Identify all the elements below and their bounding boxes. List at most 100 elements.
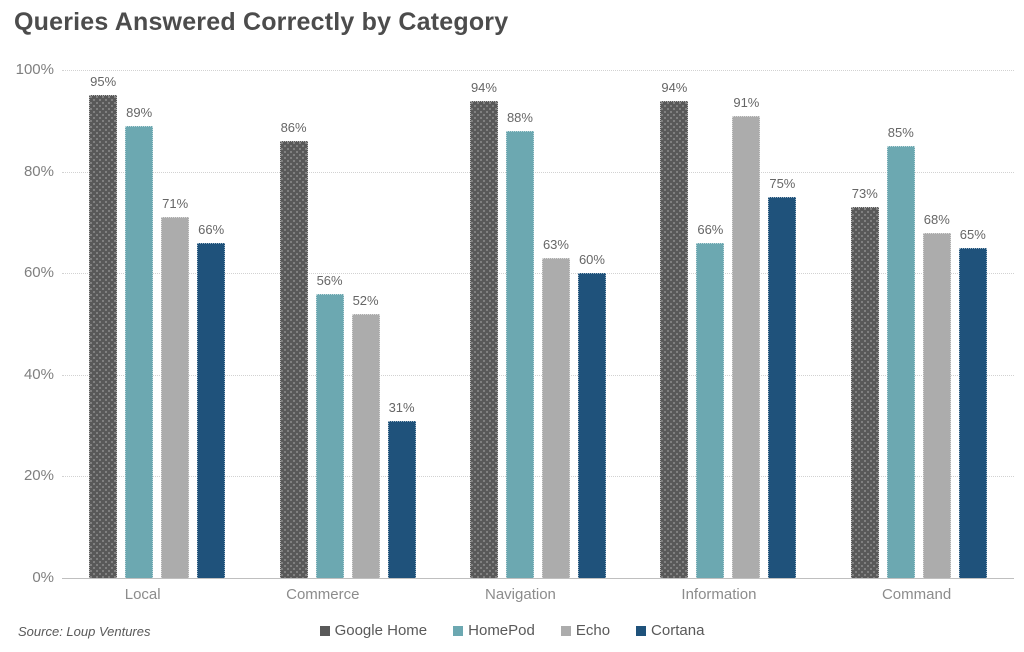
gridline — [62, 171, 1014, 173]
bar-value-label: 63% — [542, 237, 569, 252]
y-tick-label: 40% — [23, 365, 54, 383]
bar-slot: 56% — [315, 70, 344, 578]
bar-value-label: 94% — [661, 79, 688, 95]
bar-group-navigation: 94% 88% 63% 60% — [469, 70, 606, 578]
legend-item-echo: Echo — [560, 622, 611, 639]
bar-slot: 75% — [768, 70, 797, 578]
bar-homepod — [696, 242, 725, 578]
bar-echo — [732, 115, 761, 578]
bar-slot: 85% — [886, 70, 915, 578]
bar-echo — [351, 313, 380, 578]
bar-value-label: 31% — [388, 399, 415, 415]
bar-slot: 68% — [922, 70, 951, 578]
x-tick-label-local: Local — [124, 586, 161, 603]
legend-label: Echo — [575, 622, 611, 639]
bar-echo — [161, 217, 190, 578]
bar-value-label: 65% — [959, 226, 986, 242]
bar-slot: 86% — [279, 70, 308, 578]
legend-item-homepod: HomePod — [453, 622, 535, 639]
bar-slot: 88% — [505, 70, 534, 578]
bar-google-home — [850, 207, 879, 578]
bar-group-local: 95% 89% 71% 66% — [89, 70, 226, 578]
bar-homepod — [125, 125, 154, 578]
bar-value-label: 89% — [126, 104, 153, 120]
bar-cortana — [768, 197, 797, 578]
gridline — [62, 374, 1014, 376]
legend-item-cortana: Cortana — [636, 622, 704, 639]
x-axis-line — [62, 578, 1014, 579]
x-tick-label-information: Information — [681, 586, 757, 603]
bar-value-label: 68% — [923, 211, 950, 227]
legend-label: Google Home — [334, 622, 428, 639]
bar-value-label: 60% — [578, 252, 605, 268]
legend-label: Cortana — [651, 622, 705, 639]
bar-value-label: 66% — [198, 221, 225, 237]
bar-cortana — [958, 247, 987, 578]
bar-google-home — [660, 100, 689, 578]
bar-slot: 63% — [541, 70, 570, 578]
x-tick-label-navigation: Navigation — [485, 586, 556, 603]
x-axis-labels: Local Commerce Navigation Information Comman… — [62, 586, 1014, 603]
y-tick-label: 100% — [15, 61, 54, 78]
bar-google-home — [89, 95, 118, 578]
bar-slot: 60% — [577, 70, 606, 578]
bar-value-label: 52% — [352, 292, 379, 308]
legend-swatch-icon — [453, 625, 464, 636]
source-note: Source: Loup Ventures — [18, 624, 151, 639]
bar-cortana — [387, 420, 416, 578]
y-tick-label: 60% — [23, 264, 54, 282]
bar-value-label: 88% — [506, 110, 533, 125]
bar-group-commerce: 86% 56% 52% 31% — [279, 70, 416, 578]
bar-homepod — [315, 293, 344, 578]
y-tick-label: 20% — [23, 467, 54, 485]
bar-value-label: 85% — [887, 125, 914, 141]
bar-google-home — [469, 100, 498, 578]
legend-swatch-icon — [560, 625, 571, 636]
y-tick-label: 80% — [23, 162, 54, 180]
bar-value-label: 94% — [470, 79, 497, 95]
legend: Google Home HomePod Echo Cortana — [0, 622, 1024, 639]
bar-groups: 95% 89% 71% 66% 86% 56% 52% 31% 94% 88% 63% 60% 94% 6… — [62, 70, 1014, 578]
bar-slot: 89% — [125, 70, 154, 578]
bar-value-label: 56% — [316, 272, 343, 288]
bar-slot: 66% — [197, 70, 226, 578]
y-tick-label: 0% — [32, 569, 54, 586]
bar-google-home — [279, 141, 308, 578]
bar-value-label: 66% — [697, 221, 724, 237]
bar-slot: 95% — [89, 70, 118, 578]
x-tick-label-command: Command — [881, 586, 952, 603]
legend-swatch-icon — [319, 625, 330, 636]
bar-echo — [541, 258, 570, 578]
legend-item-google-home: Google Home — [319, 622, 428, 639]
bar-value-label: 71% — [162, 196, 189, 212]
bar-slot: 31% — [387, 70, 416, 578]
plot-area: 95% 89% 71% 66% 86% 56% 52% 31% 94% 88% 63% 60% 94% 6… — [62, 70, 1014, 579]
legend-label: HomePod — [468, 622, 535, 639]
x-tick-label-commerce: Commerce — [286, 586, 360, 603]
bar-value-label: 91% — [733, 94, 760, 110]
bar-slot: 71% — [161, 70, 190, 578]
bar-slot: 94% — [660, 70, 689, 578]
bar-value-label: 73% — [851, 186, 878, 202]
bar-slot: 94% — [469, 70, 498, 578]
bar-cortana — [577, 273, 606, 578]
bar-slot: 73% — [850, 70, 879, 578]
bar-value-label: 95% — [90, 74, 117, 90]
gridline — [62, 476, 1014, 478]
bar-homepod — [886, 146, 915, 578]
bar-group-information: 94% 66% 91% 75% — [660, 70, 797, 578]
legend-swatch-icon — [636, 625, 647, 636]
bar-group-command: 73% 85% 68% 65% — [850, 70, 987, 578]
bar-homepod — [505, 131, 534, 578]
bar-slot: 52% — [351, 70, 380, 578]
chart-title: Queries Answered Correctly by Category — [14, 8, 509, 36]
bar-value-label: 75% — [769, 176, 796, 191]
bar-cortana — [197, 242, 226, 578]
bar-echo — [922, 232, 951, 578]
gridline — [62, 70, 1014, 71]
bar-value-label: 86% — [280, 120, 307, 136]
gridline — [62, 273, 1014, 275]
bar-slot: 65% — [958, 70, 987, 578]
bar-slot: 66% — [696, 70, 725, 578]
